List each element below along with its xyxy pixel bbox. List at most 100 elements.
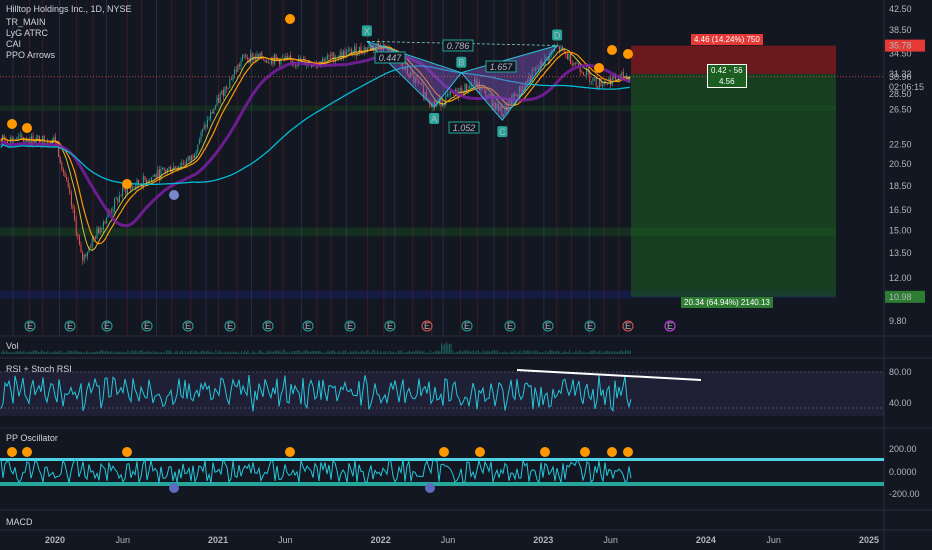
take-profit-label[interactable]: 20.34 (64.94%) 2140.13 <box>681 297 773 308</box>
candle-body <box>150 177 152 182</box>
volume-bar <box>47 351 49 354</box>
candle-body <box>178 166 180 169</box>
event-marker-ring <box>182 320 194 332</box>
indicator-ppo-arrows[interactable]: PPO Arrows <box>6 50 56 60</box>
volume-bar <box>335 352 337 354</box>
candle-body <box>58 145 60 157</box>
rsi-pane-title[interactable]: RSI + Stoch RSI <box>6 364 72 374</box>
volume-bar <box>53 350 55 354</box>
volume-bar <box>466 350 468 354</box>
volume-bar <box>289 351 290 354</box>
volume-bar <box>375 352 377 354</box>
volume-bar <box>497 350 498 354</box>
volume-bar <box>189 351 191 354</box>
rsi-tick-label: 40.00 <box>889 398 912 408</box>
position-center-label[interactable]: 0.42 - 56 4.56 <box>707 64 747 88</box>
price-tick-label: 30.90 <box>889 72 912 82</box>
candle-body <box>507 102 509 111</box>
volume-bar <box>28 351 30 354</box>
indicator-lyg-atrc[interactable]: LyG ATRC <box>6 28 49 38</box>
volume-bar <box>20 351 22 354</box>
ma-long-line <box>0 65 630 186</box>
rsi-line <box>0 375 632 413</box>
candle-body <box>176 167 178 169</box>
time-tick-label: Jun <box>603 535 618 545</box>
candle-body <box>422 85 424 98</box>
candle-body <box>602 85 604 86</box>
volume-bar <box>377 350 378 354</box>
volume-bar <box>252 350 254 354</box>
candle-body <box>158 169 160 179</box>
candle-body <box>219 94 221 103</box>
pp-signal-dot <box>607 447 617 457</box>
candle-body <box>264 59 266 62</box>
candle-body <box>230 79 232 80</box>
event-marker-ring <box>384 320 396 332</box>
target-zone <box>631 73 836 297</box>
candle-body <box>270 58 272 64</box>
volume-bar <box>495 350 497 354</box>
indicator-cai[interactable]: CAI <box>6 39 22 49</box>
candle-body <box>502 113 504 117</box>
volume-bar <box>210 351 212 354</box>
volume-bar <box>517 351 519 354</box>
volume-bar <box>15 351 17 354</box>
volume-bar <box>329 351 330 354</box>
volume-bar <box>545 350 546 354</box>
volume-bar <box>191 350 193 354</box>
price-tick-label: 13.50 <box>889 248 912 258</box>
volume-bar <box>249 352 250 354</box>
candle-body <box>170 166 172 173</box>
candle-body <box>547 57 549 61</box>
volume-bar <box>505 351 506 354</box>
volume-bar <box>257 352 258 354</box>
event-marker: E <box>182 320 194 332</box>
candle-body <box>80 244 82 253</box>
volume-bar <box>84 352 86 354</box>
volume-bar <box>348 352 350 354</box>
pattern-ratio: 1.657 <box>485 60 517 73</box>
candle-body <box>154 174 156 177</box>
candle-body <box>546 57 548 58</box>
volume-bar <box>29 351 31 354</box>
candle-body <box>283 57 285 59</box>
candle-body <box>445 96 447 105</box>
pp-pane-title[interactable]: PP Oscillator <box>6 433 58 443</box>
volume-bar <box>468 350 470 354</box>
indicator-tr-main[interactable]: TR_MAIN <box>6 17 46 27</box>
event-marker: E <box>504 320 516 332</box>
candle-body <box>168 166 170 169</box>
event-marker-glyph: E <box>424 321 430 331</box>
candle-body <box>242 54 244 61</box>
pattern-ratio: 0.447 <box>374 51 406 64</box>
volume-bar <box>314 351 316 354</box>
target-price-text: 10.98 <box>889 292 912 302</box>
volume-bar <box>263 352 265 354</box>
event-marker-ring <box>262 320 274 332</box>
volume-bar <box>388 351 390 354</box>
volume-bar <box>529 351 530 354</box>
ema-mid-line <box>0 46 630 245</box>
vol-pane-title[interactable]: Vol <box>6 341 19 351</box>
volume-bar <box>535 351 537 354</box>
candle-body <box>29 141 31 144</box>
event-marker-ring <box>504 320 516 332</box>
volume-bar <box>413 351 415 354</box>
candle-body <box>296 65 298 66</box>
volume-bar <box>316 351 318 354</box>
volume-bar <box>9 352 10 354</box>
volume-bar <box>37 351 39 354</box>
candle-body <box>413 75 415 83</box>
volume-bar <box>5 350 7 354</box>
stop-loss-label[interactable]: 4.46 (14.24%) 750 <box>691 34 763 45</box>
macd-pane-title[interactable]: MACD <box>6 517 33 527</box>
volume-bar <box>148 351 150 354</box>
candle-body <box>347 49 349 52</box>
candle-body <box>237 64 239 72</box>
volume-bar <box>298 350 300 354</box>
candle-body <box>96 228 98 239</box>
candle-body <box>494 102 496 110</box>
volume-bar <box>87 351 89 354</box>
candle-body <box>336 58 338 59</box>
